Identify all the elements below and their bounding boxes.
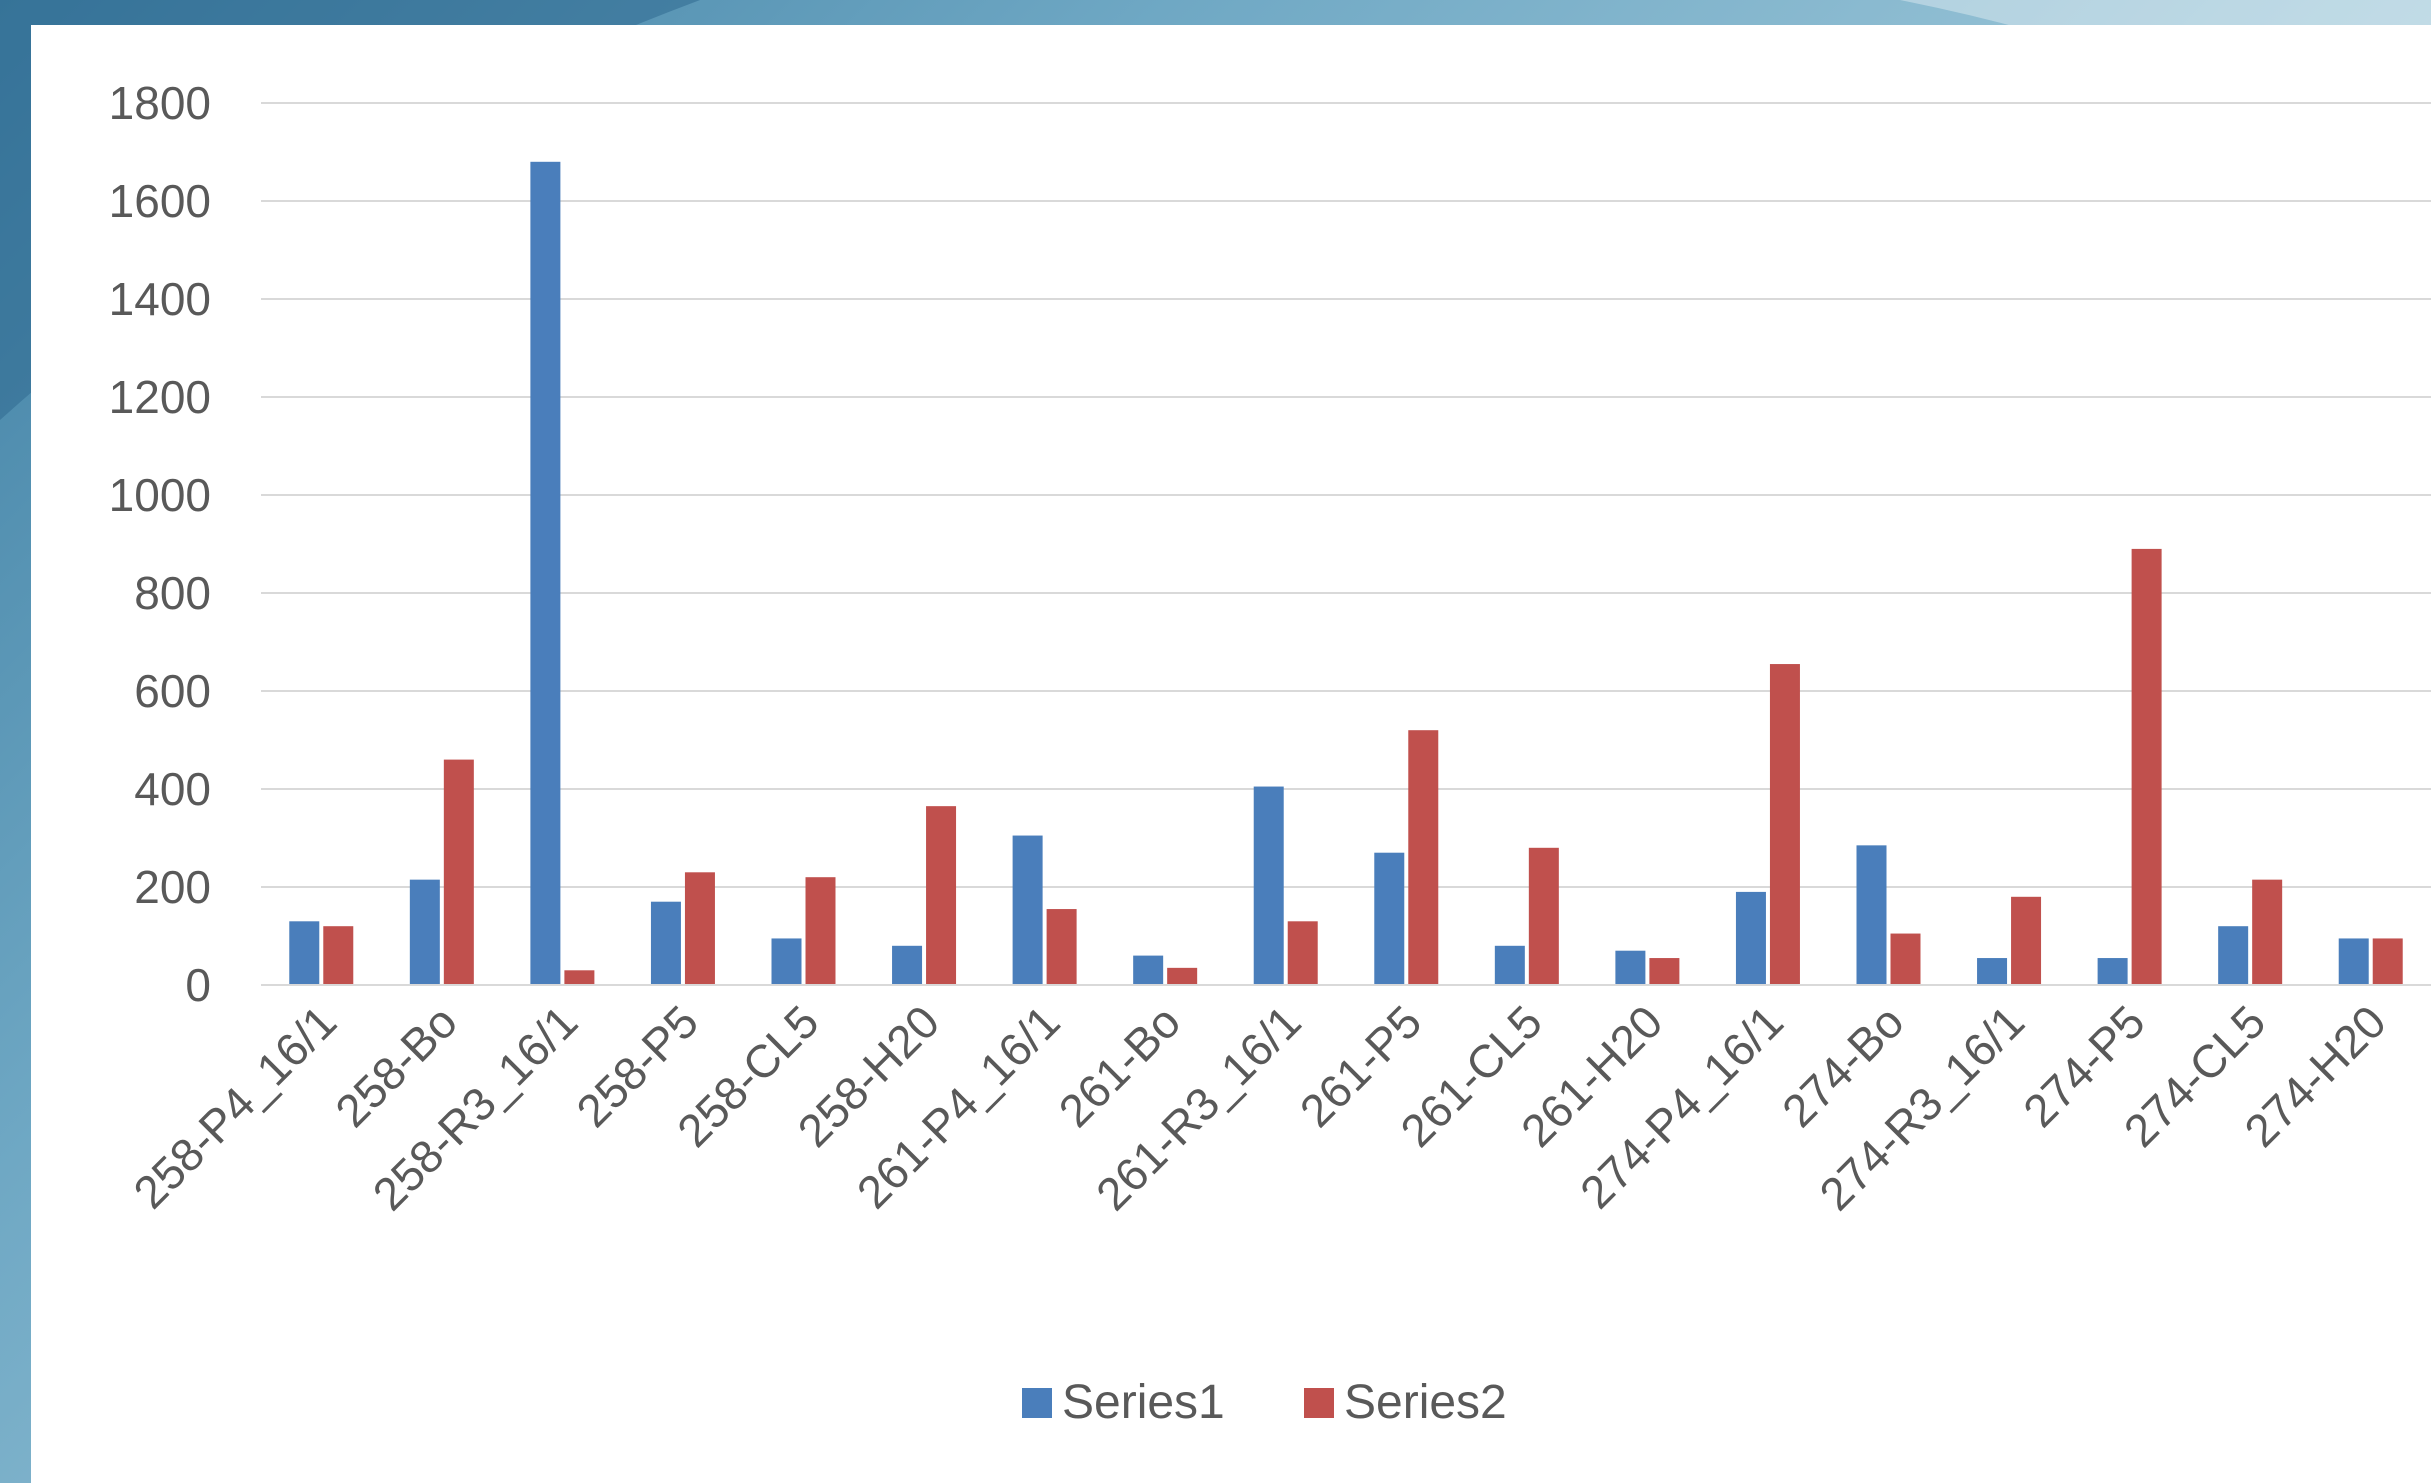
bar-series2-0 (323, 926, 354, 985)
bar-series1-0 (289, 921, 320, 985)
y-tick-label: 1000 (109, 469, 211, 521)
bar-series1-4 (771, 938, 802, 985)
y-tick-label: 1600 (109, 175, 211, 227)
bar-series1-13 (1856, 845, 1887, 985)
bar-series1-9 (1374, 852, 1405, 985)
bar-series2-12 (1769, 664, 1800, 985)
bar-series1-8 (1253, 786, 1284, 985)
y-axis-tick-labels: 0 200 400 600 800 1000 1200 1400 1600 1800 (109, 77, 211, 1011)
bar-series1-2 (530, 161, 561, 986)
bar-series2-10 (1528, 847, 1559, 985)
bar-series1-7 (1133, 955, 1164, 985)
bar-series2-13 (1890, 933, 1921, 985)
bar-series1-12 (1735, 891, 1766, 985)
bar-series2-16 (2252, 879, 2283, 985)
legend: Series1 Series2 (1022, 1376, 1507, 1429)
bar-series1-11 (1615, 950, 1646, 985)
bar-series1-5 (892, 945, 923, 985)
bar-series2-1 (443, 759, 474, 985)
y-tick-label: 1800 (109, 77, 211, 129)
y-tick-label: 800 (134, 567, 211, 619)
legend-label-series1: Series1 (1062, 1376, 1225, 1429)
bar-chart: 0 200 400 600 800 1000 1200 1400 1600 1800 258-P4… (109, 77, 2431, 1429)
bar-series2-2 (564, 970, 595, 985)
x-axis-category-labels: 258-P4_16/1258-Bo258-R3_16/1258-P5258-CL… (123, 995, 2396, 1220)
legend-swatch-series2 (1304, 1388, 1334, 1418)
bars (289, 161, 2403, 986)
gridlines (261, 102, 2431, 888)
bar-series1-15 (2097, 958, 2128, 985)
bar-series1-14 (1977, 958, 2008, 985)
bar-series1-17 (2338, 938, 2369, 985)
bar-series2-11 (1649, 958, 1680, 985)
bar-series1-1 (409, 879, 440, 985)
bar-series2-5 (926, 806, 957, 985)
bar-series2-17 (2372, 938, 2403, 985)
bar-series2-9 (1408, 730, 1439, 985)
y-tick-label: 200 (134, 861, 211, 913)
y-tick-label: 600 (134, 665, 211, 717)
bar-series2-4 (805, 877, 836, 985)
bar-series2-14 (2011, 896, 2042, 985)
bar-series1-16 (2218, 926, 2249, 985)
bar-series1-10 (1494, 945, 1525, 985)
bar-series2-7 (1167, 967, 1198, 985)
bar-series2-6 (1046, 909, 1077, 985)
bar-series2-3 (684, 872, 715, 985)
legend-swatch-series1 (1022, 1388, 1052, 1418)
y-tick-label: 1400 (109, 273, 211, 325)
x-category-label: 258-P4_16/1 (123, 995, 346, 1218)
bar-series2-8 (1287, 921, 1318, 985)
y-tick-label: 400 (134, 763, 211, 815)
y-tick-label: 0 (185, 959, 211, 1011)
bar-series1-3 (650, 901, 681, 985)
bar-series1-6 (1012, 835, 1043, 985)
legend-label-series2: Series2 (1344, 1376, 1507, 1429)
chart-panel: 0 200 400 600 800 1000 1200 1400 1600 1800 258-P4… (31, 25, 2431, 1483)
bar-series2-15 (2131, 548, 2162, 985)
y-tick-label: 1200 (109, 371, 211, 423)
